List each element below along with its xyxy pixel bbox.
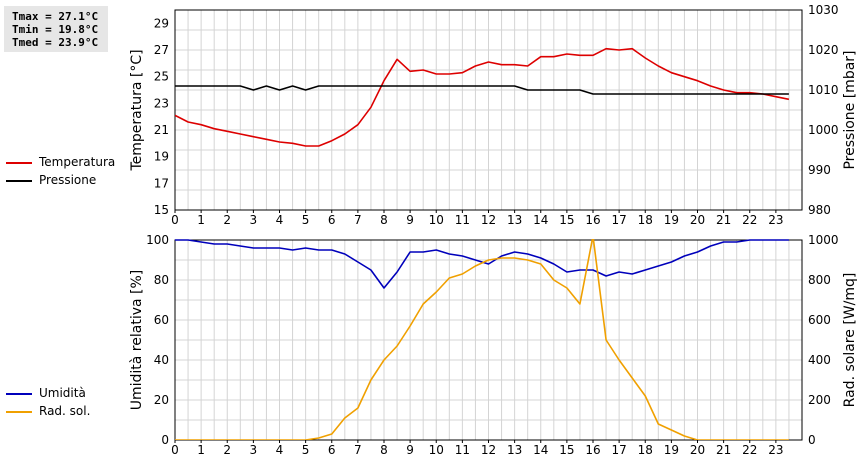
humidity-radiation-x-tick-label: 0: [171, 443, 179, 457]
series-line-pressione: [175, 85, 789, 95]
humidity-radiation-y-right-title: Rad. solare [W/mq]: [842, 273, 858, 408]
temp-pressure-x-tick-label: 7: [354, 213, 362, 227]
humidity-radiation-x-tick-label: 10: [429, 443, 444, 457]
temp-pressure-x-tick-label: 13: [507, 213, 522, 227]
temp-pressure-x-tick-label: 8: [380, 213, 388, 227]
temp-pressure-x-tick-label: 10: [429, 213, 444, 227]
temp-pressure-x-tick-label: 11: [455, 213, 470, 227]
series-line-rad-sol: [175, 239, 789, 440]
humidity-radiation-x-tick-label: 8: [380, 443, 388, 457]
temp-pressure-x-tick-label: 15: [559, 213, 574, 227]
legend-label-radiation: Rad. sol.: [39, 404, 91, 418]
temp-pressure-x-tick-label: 23: [768, 213, 783, 227]
temp-pressure-y-left-tick-label: 19: [154, 150, 169, 164]
humidity-radiation-x-tick-label: 23: [768, 443, 783, 457]
humidity-radiation-y-left-tick-label: 80: [154, 273, 169, 287]
humidity-radiation-x-tick-label: 4: [276, 443, 284, 457]
legend-label-temperature: Temperatura: [39, 155, 116, 169]
humidity-radiation-x-tick-label: 12: [481, 443, 496, 457]
humidity-radiation-x-tick-label: 15: [559, 443, 574, 457]
temp-pressure-x-tick-label: 19: [664, 213, 679, 227]
humidity-radiation-x-tick-label: 11: [455, 443, 470, 457]
humidity-radiation-x-tick-label: 22: [742, 443, 757, 457]
temp-pressure-x-tick-label: 2: [223, 213, 231, 227]
humidity-radiation-y-left-tick-label: 100: [146, 233, 169, 247]
humidity-radiation-x-tick-label: 13: [507, 443, 522, 457]
temp-pressure-y-right-tick-label: 1000: [808, 123, 839, 137]
temp-pressure-x-tick-label: 17: [611, 213, 626, 227]
humidity-radiation-y-left-title: Umidità relativa [%]: [129, 270, 145, 411]
temp-pressure-x-tick-label: 21: [716, 213, 731, 227]
temp-pressure-x-tick-label: 20: [690, 213, 705, 227]
temp-pressure-y-left-tick-label: 21: [154, 123, 169, 137]
tmin-label: Tmin = 19.8°C: [12, 23, 99, 36]
tmax-label: Tmax = 27.1°C: [12, 10, 99, 23]
legend-swatch-radiation: [6, 411, 32, 413]
humidity-radiation-y-right-tick-label: 0: [808, 433, 816, 447]
temp-pressure-x-tick-label: 16: [585, 213, 600, 227]
temp-pressure-x-tick-label: 5: [302, 213, 310, 227]
legend-label-humidity: Umidità: [39, 386, 86, 400]
legend-label-pressure: Pressione: [39, 173, 97, 187]
stats-box: Tmax = 27.1°C Tmin = 19.8°C Tmed = 23.9°…: [4, 6, 108, 52]
humidity-radiation-y-right-tick-label: 600: [808, 313, 831, 327]
humidity-radiation-x-tick-label: 2: [223, 443, 231, 457]
temp-pressure-y-right-tick-label: 990: [808, 163, 831, 177]
humidity-radiation-x-tick-label: 5: [302, 443, 310, 457]
temp-pressure-y-left-tick-label: 23: [154, 96, 169, 110]
temp-pressure-y-right-title: Pressione [mbar]: [842, 50, 858, 169]
humidity-radiation-y-left-tick-label: 0: [161, 433, 169, 447]
temp-pressure-x-tick-label: 6: [328, 213, 336, 227]
legend-swatch-temperature: [6, 162, 32, 164]
humidity-radiation-x-tick-label: 20: [690, 443, 705, 457]
humidity-radiation-y-left-tick-label: 60: [154, 313, 169, 327]
temp-pressure-y-left-tick-label: 29: [154, 16, 169, 30]
temp-pressure-x-tick-label: 14: [533, 213, 548, 227]
humidity-radiation-y-right-tick-label: 200: [808, 393, 831, 407]
temp-pressure-x-tick-label: 1: [197, 213, 205, 227]
temp-pressure-y-left-tick-label: 15: [154, 203, 169, 217]
humidity-radiation-x-tick-label: 1: [197, 443, 205, 457]
temp-pressure-y-right-tick-label: 1030: [808, 3, 839, 17]
humidity-radiation-x-tick-label: 19: [664, 443, 679, 457]
humidity-radiation-y-right-tick-label: 1000: [808, 233, 839, 247]
temp-pressure-y-right-tick-label: 1010: [808, 83, 839, 97]
temp-pressure-x-tick-label: 18: [638, 213, 653, 227]
humidity-radiation-x-tick-label: 7: [354, 443, 362, 457]
series-line-temperatura: [175, 47, 790, 147]
temp-pressure-x-tick-label: 9: [406, 213, 414, 227]
legend-swatch-humidity: [6, 393, 32, 395]
humidity-radiation-x-tick-label: 21: [716, 443, 731, 457]
tmed-label: Tmed = 23.9°C: [12, 36, 99, 49]
humidity-radiation-y-left-tick-label: 40: [154, 353, 169, 367]
humidity-radiation-x-tick-label: 17: [611, 443, 626, 457]
humidity-radiation-y-left-tick-label: 20: [154, 393, 169, 407]
temp-pressure-x-tick-label: 0: [171, 213, 179, 227]
temp-pressure-y-left-tick-label: 25: [154, 70, 169, 84]
humidity-radiation-y-right-tick-label: 800: [808, 273, 831, 287]
temp-pressure-x-tick-label: 12: [481, 213, 496, 227]
temp-pressure-y-left-tick-label: 27: [154, 43, 169, 57]
humidity-radiation-x-tick-label: 18: [638, 443, 653, 457]
temp-pressure-x-tick-label: 22: [742, 213, 757, 227]
humidity-radiation-x-tick-label: 16: [585, 443, 600, 457]
series-line-umidit: [175, 239, 789, 289]
humidity-radiation-x-tick-label: 14: [533, 443, 548, 457]
humidity-radiation-y-right-tick-label: 400: [808, 353, 831, 367]
humidity-radiation-x-tick-label: 3: [250, 443, 258, 457]
temp-pressure-y-left-title: Temperatura [°C]: [129, 49, 145, 171]
temp-pressure-x-tick-label: 4: [276, 213, 284, 227]
temp-pressure-y-left-tick-label: 17: [154, 176, 169, 190]
temp-pressure-y-right-tick-label: 1020: [808, 43, 839, 57]
temp-pressure-y-right-tick-label: 980: [808, 203, 831, 217]
temp-pressure-x-tick-label: 3: [250, 213, 258, 227]
humidity-radiation-x-tick-label: 9: [406, 443, 414, 457]
humidity-radiation-x-tick-label: 6: [328, 443, 336, 457]
legend-swatch-pressure: [6, 180, 32, 182]
